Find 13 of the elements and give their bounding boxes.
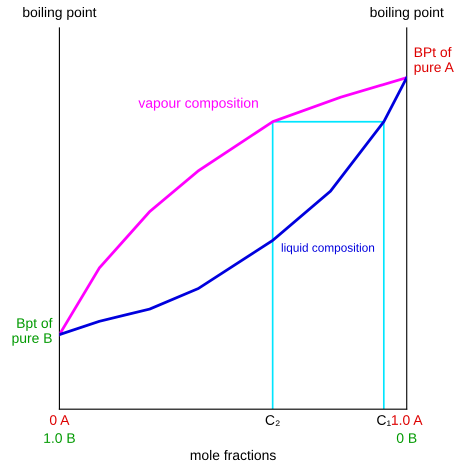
text: 1.0 B: [44, 433, 75, 444]
x-tick-label: C₁: [377, 415, 391, 426]
text: 0 B: [396, 433, 416, 444]
series-label: liquid composition: [282, 243, 374, 254]
series-label: vapour composition: [138, 98, 258, 111]
x-tick-label: C₂: [266, 415, 280, 426]
x-tick-label: 0 A: [50, 415, 70, 425]
x-tick-label: 1.0 A: [392, 415, 423, 425]
x-axis-title: mole fractions: [190, 450, 276, 460]
text: BPt of pure A: [414, 46, 454, 75]
y-axis-title: boiling point: [23, 6, 96, 20]
text: Bpt of pure B: [12, 318, 52, 346]
y2-axis-title: boiling point: [370, 6, 444, 20]
